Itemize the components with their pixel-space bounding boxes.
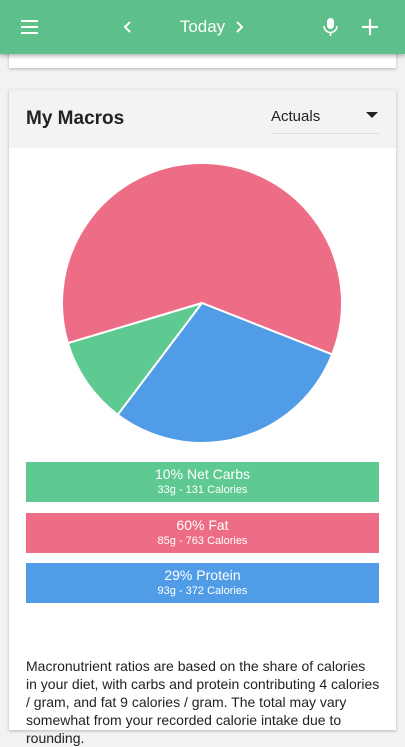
prev-button[interactable] [123, 21, 131, 33]
macros-card: My Macros Actuals 10% Net Carbs 33g - 131 … [9, 90, 396, 746]
pie-chart [61, 162, 343, 444]
next-button[interactable] [236, 21, 244, 33]
app-bar: Today [0, 0, 405, 54]
pie-slice [66, 301, 205, 417]
card-header: My Macros Actuals [9, 90, 396, 148]
percent-label: 60% [176, 517, 205, 533]
card-title: My Macros [26, 108, 125, 129]
description: Macronutrient ratios are based on the sh… [26, 658, 380, 746]
legend-title: 29% Protein [26, 567, 379, 583]
date-title[interactable]: Today [179, 17, 226, 36]
legend-detail: 93g - 372 Calories [157, 585, 248, 597]
view-dropdown[interactable]: Actuals [271, 106, 379, 134]
percent-label: 29% [164, 567, 193, 583]
legend-detail: 33g - 131 Calories [157, 484, 248, 496]
legend-item: 29% Protein 93g - 372 Calories [26, 563, 379, 603]
pie-slice [61, 162, 343, 356]
legend-detail: 85g - 763 Calories [157, 535, 248, 547]
legend-title: 60% Fat [26, 517, 379, 533]
legend-title: 10% Net Carbs [26, 466, 379, 482]
category-label: Fat [208, 517, 229, 533]
menu-button[interactable] [21, 20, 38, 34]
app-bar-icons [21, 18, 378, 36]
add-button[interactable] [362, 19, 378, 35]
mic-button[interactable] [323, 18, 338, 36]
percent-label: 10% [155, 466, 184, 482]
legend-item: 60% Fat 85g - 763 Calories [26, 513, 379, 553]
dropdown-label: Actuals [271, 108, 321, 125]
pie-slice [116, 301, 334, 444]
category-label: Protein [196, 567, 241, 583]
dropdown-arrow [366, 112, 378, 118]
category-label: Net Carbs [186, 466, 250, 482]
legend-item: 10% Net Carbs 33g - 131 Calories [26, 462, 379, 502]
